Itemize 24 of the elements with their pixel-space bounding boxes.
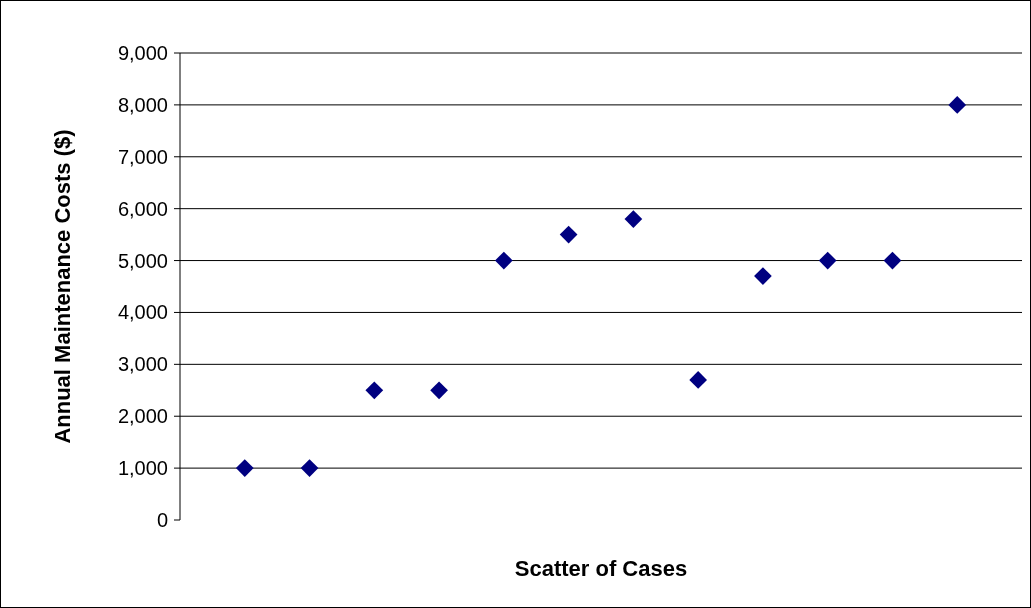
point <box>689 371 708 389</box>
x-axis-title: Scatter of Cases <box>514 556 688 581</box>
point <box>365 381 384 400</box>
y-tick-label: 4,000 <box>117 301 168 324</box>
y-tick-label: 5,000 <box>117 249 168 272</box>
point <box>754 267 772 285</box>
y-tick-label: 8,000 <box>117 93 168 116</box>
point <box>948 96 967 114</box>
point <box>494 251 513 270</box>
y-tick-label: 2,000 <box>117 405 168 428</box>
y-tick-label: 0 <box>156 509 168 531</box>
point <box>300 459 319 477</box>
point <box>235 459 254 477</box>
point <box>818 251 837 270</box>
y-tick-label: 7,000 <box>117 145 168 168</box>
y-tick-label: 6,000 <box>117 197 168 220</box>
point <box>430 381 448 400</box>
y-tick-label: 3,000 <box>117 353 168 376</box>
y-axis-title: Annual Maintenance Costs ($) <box>50 129 75 444</box>
y-tick-label: 1,000 <box>117 457 168 480</box>
point <box>559 225 578 244</box>
y-tick-label: 9,000 <box>117 42 168 64</box>
point <box>883 251 902 270</box>
point <box>624 210 643 228</box>
